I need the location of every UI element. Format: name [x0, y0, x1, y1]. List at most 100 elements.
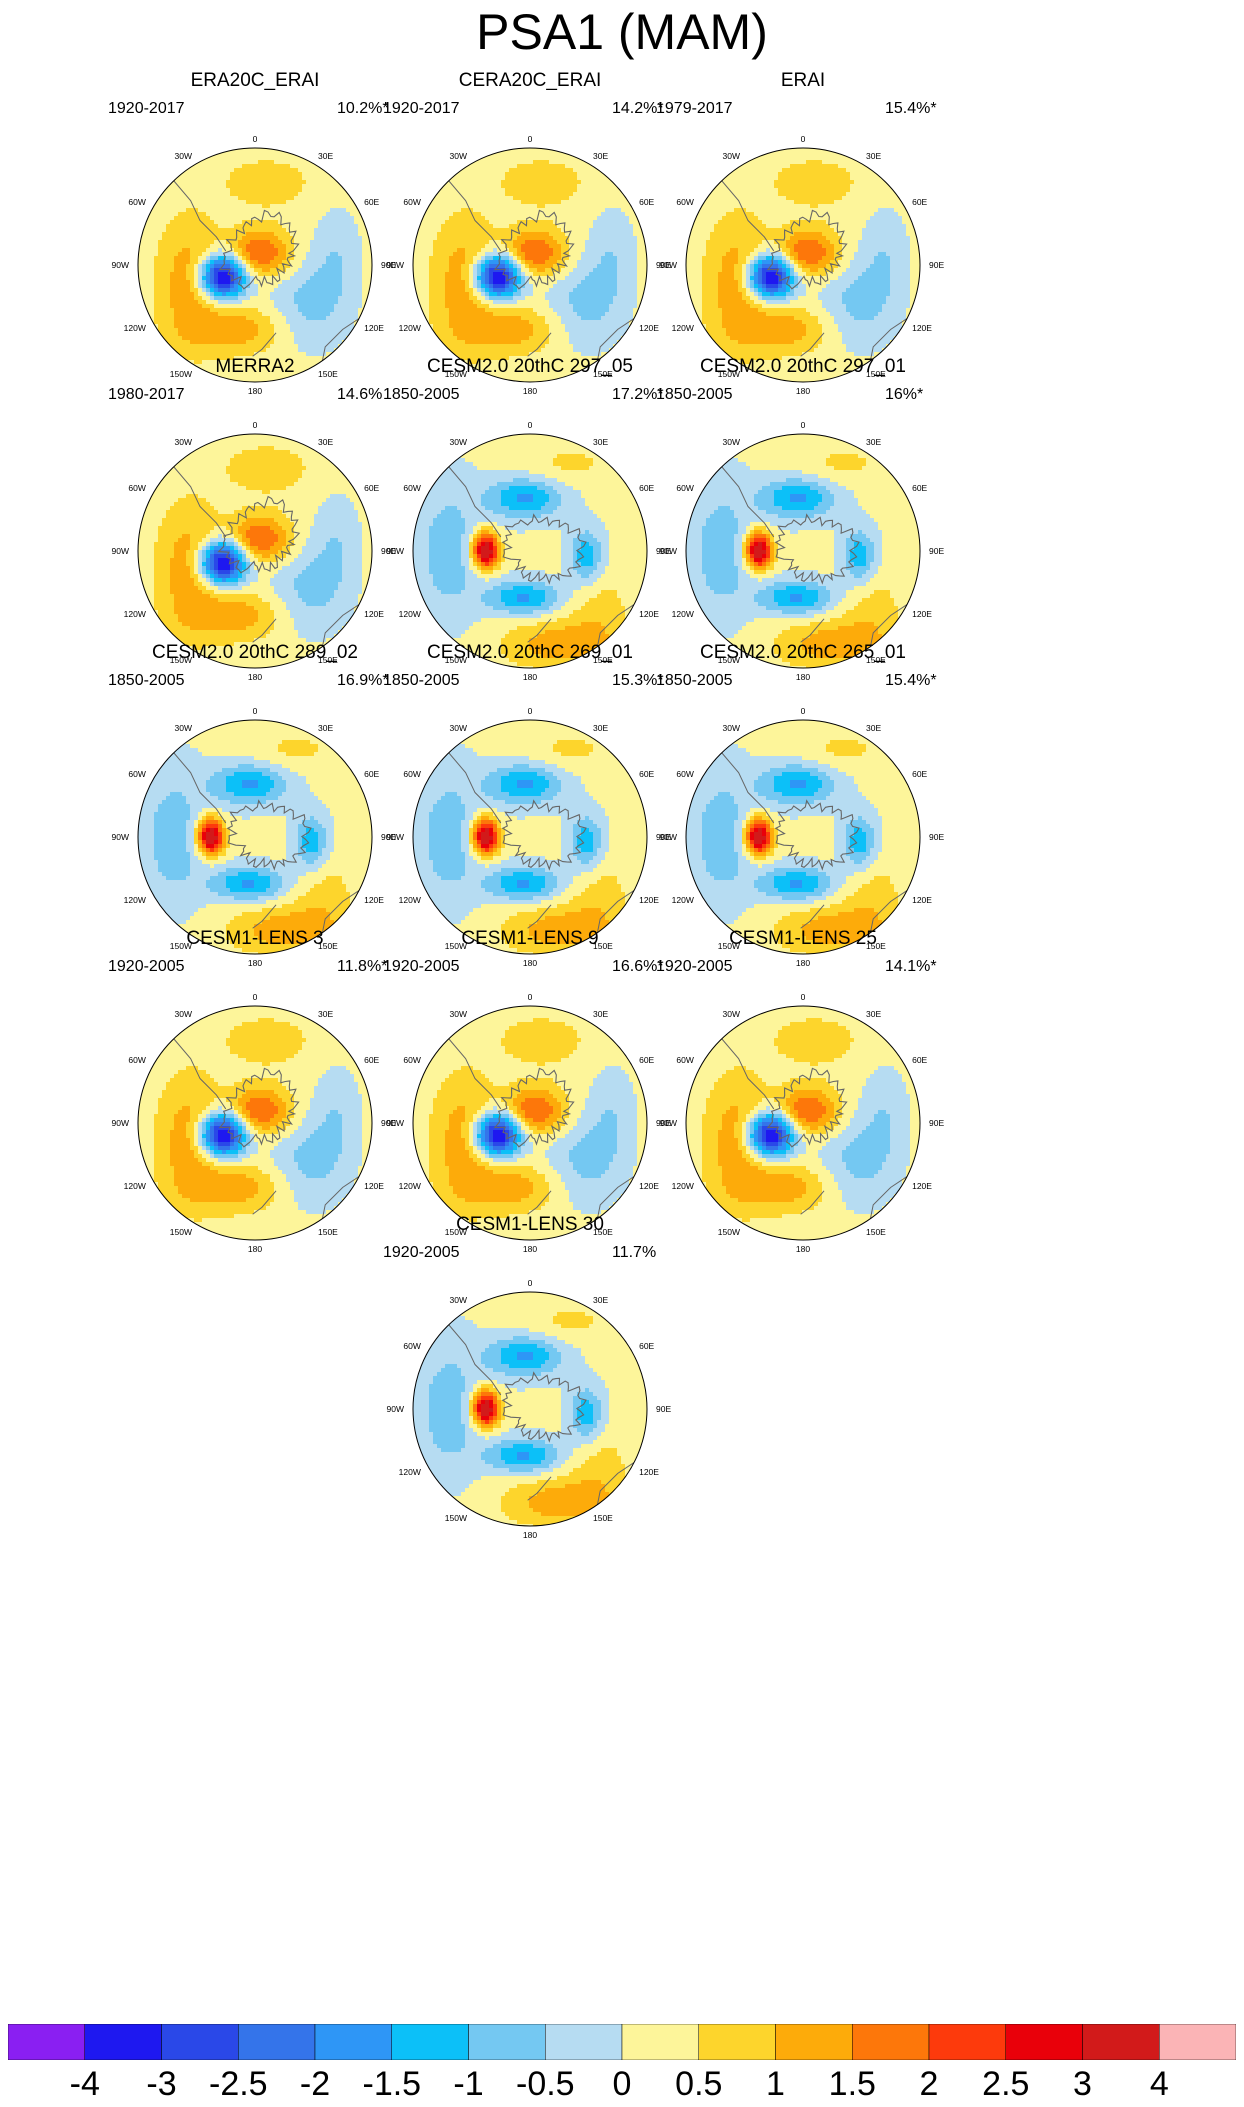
- longitude-label: 0: [253, 992, 258, 1002]
- longitude-label: 30E: [593, 151, 608, 161]
- longitude-label: 30E: [593, 1009, 608, 1019]
- colorbar-labels: -4 -3 -2.5 -2 -1.5 -1 -0.5 0 0.5 1 1.5 2 2.5 3 4: [0, 2064, 1244, 2104]
- longitude-label: 60E: [364, 1055, 379, 1065]
- longitude-label: 30E: [593, 437, 608, 447]
- longitude-label: 30W: [175, 151, 192, 161]
- map-border: [685, 433, 921, 669]
- coastline: [217, 495, 301, 574]
- coastline: [218, 209, 300, 290]
- polar-map: 0 30E 60E 90E 120E 150E 180 150W 120W 90W 60W 30W: [660, 134, 945, 396]
- anomaly-field: [413, 1292, 647, 1526]
- colorbar-swatch: [698, 2024, 776, 2060]
- longitude-label: 180: [248, 1244, 262, 1254]
- panel-variance: 16%*: [885, 386, 924, 403]
- map-border: [137, 1005, 373, 1241]
- polar-map: 0 30E 60E 90E 120E 150E 180 150W 120W 90W 60W 30W: [112, 992, 397, 1254]
- longitude-label: 180: [248, 386, 262, 396]
- longitude-label: 60E: [912, 483, 927, 493]
- longitude-label: 0: [801, 134, 806, 144]
- colorbar-swatch: [84, 2024, 162, 2060]
- longitude-label: 120E: [639, 323, 659, 333]
- longitude-label: 30W: [450, 437, 467, 447]
- longitude-label: 150W: [445, 1513, 467, 1523]
- longitude-label: 120W: [672, 323, 694, 333]
- longitude-label: 30E: [593, 1295, 608, 1305]
- map-panel: CESM2.0 20thC 297_05 0 30E 60E 90E 120E 150E 18…: [350, 356, 710, 736]
- colorbar-swatch: [161, 2024, 239, 2060]
- panel-title: CESM2.0 20thC 297_01: [700, 356, 906, 377]
- longitude-label: 90E: [656, 260, 671, 270]
- longitude-label: 180: [796, 1244, 810, 1254]
- colorbar-swatch: [1082, 2024, 1160, 2060]
- longitude-label: 150E: [318, 369, 338, 379]
- longitude-label: 30W: [175, 1009, 192, 1019]
- longitude-label: 90W: [112, 1118, 129, 1128]
- longitude-label: 60E: [639, 197, 654, 207]
- longitude-label: 30E: [866, 437, 881, 447]
- longitude-label: 90W: [112, 546, 129, 556]
- map-border: [685, 719, 921, 955]
- longitude-label: 30E: [318, 437, 333, 447]
- panel-years: 1920-2005: [656, 958, 733, 975]
- colorbar-swatch: [314, 2024, 392, 2060]
- longitude-label: 60E: [912, 769, 927, 779]
- longitude-label: 0: [528, 134, 533, 144]
- map-border: [137, 719, 373, 955]
- longitude-label: 180: [796, 386, 810, 396]
- panel-variance: 15.4%*: [885, 672, 937, 689]
- colorbar-swatch: [8, 2024, 85, 2060]
- longitude-label: 90E: [656, 1118, 671, 1128]
- panel-variance: 15.3%*: [612, 672, 664, 689]
- polar-map: 0 30E 60E 90E 120E 150E 180 150W 120W 90W 60W 30W: [387, 420, 672, 682]
- anomaly-field: [686, 720, 920, 954]
- coastline: [501, 799, 587, 871]
- panel-years: 1850-2005: [108, 672, 185, 689]
- longitude-label: 120W: [124, 609, 146, 619]
- colorbar-swatch: [1005, 2024, 1083, 2060]
- panel-years: 1850-2005: [383, 672, 460, 689]
- longitude-label: 120E: [912, 609, 932, 619]
- longitude-label: 90E: [929, 832, 944, 842]
- anomaly-field: [138, 1006, 372, 1240]
- colorbar-tick-label: -1: [453, 2065, 484, 2103]
- longitude-label: 60W: [403, 1341, 420, 1351]
- panel-variance: 15.4%*: [885, 100, 937, 117]
- longitude-label: 150W: [170, 941, 192, 951]
- longitude-label: 30E: [866, 1009, 881, 1019]
- longitude-label: 90W: [387, 832, 404, 842]
- longitude-label: 150E: [593, 369, 613, 379]
- panel-title: CERA20C_ERAI: [458, 70, 602, 91]
- panel-years: 1980-2017: [108, 386, 185, 403]
- map-panel: CESM1-LENS 30 0 30E 60E 90E 120E 150E 180 150W 12…: [350, 1214, 710, 1594]
- longitude-label: 0: [253, 706, 258, 716]
- colorbar-swatch: [1159, 2024, 1236, 2060]
- longitude-label: 30W: [723, 437, 740, 447]
- panel-variance: 14.6%: [337, 386, 383, 403]
- longitude-label: 0: [801, 992, 806, 1002]
- longitude-label: 150E: [866, 655, 886, 665]
- longitude-label: 90W: [387, 1404, 404, 1414]
- colorbar-tick-label: 3: [1073, 2065, 1092, 2103]
- panel-variance: 14.1%*: [885, 958, 937, 975]
- longitude-label: 120W: [399, 323, 421, 333]
- longitude-label: 30W: [175, 723, 192, 733]
- panel-years: 1920-2005: [383, 1244, 460, 1261]
- longitude-label: 60W: [676, 483, 693, 493]
- longitude-label: 30W: [723, 723, 740, 733]
- longitude-label: 90E: [929, 260, 944, 270]
- map-panels: ERA20C_ERAI 0 30E 60E 90E 120E 150E 180 150W 120W…: [108, 70, 983, 1594]
- longitude-label: 150W: [445, 1227, 467, 1237]
- coastline: [766, 1067, 848, 1148]
- colorbar-swatch: [545, 2024, 623, 2060]
- map-panel: CESM2.0 20thC 297_01 0 30E 60E 90E 120E 150E 18…: [623, 356, 983, 736]
- longitude-label: 0: [528, 420, 533, 430]
- longitude-label: 150E: [593, 941, 613, 951]
- colorbar-tick-label: 0: [612, 2065, 632, 2103]
- anomaly-field: [413, 148, 647, 382]
- longitude-label: 120W: [672, 609, 694, 619]
- colorbar-tick-label: -0.5: [516, 2065, 575, 2103]
- longitude-label: 150E: [866, 1227, 886, 1237]
- map-border: [412, 147, 648, 383]
- panel-title: CESM2.0 20thC 297_05: [427, 356, 633, 377]
- longitude-label: 120E: [364, 1181, 384, 1191]
